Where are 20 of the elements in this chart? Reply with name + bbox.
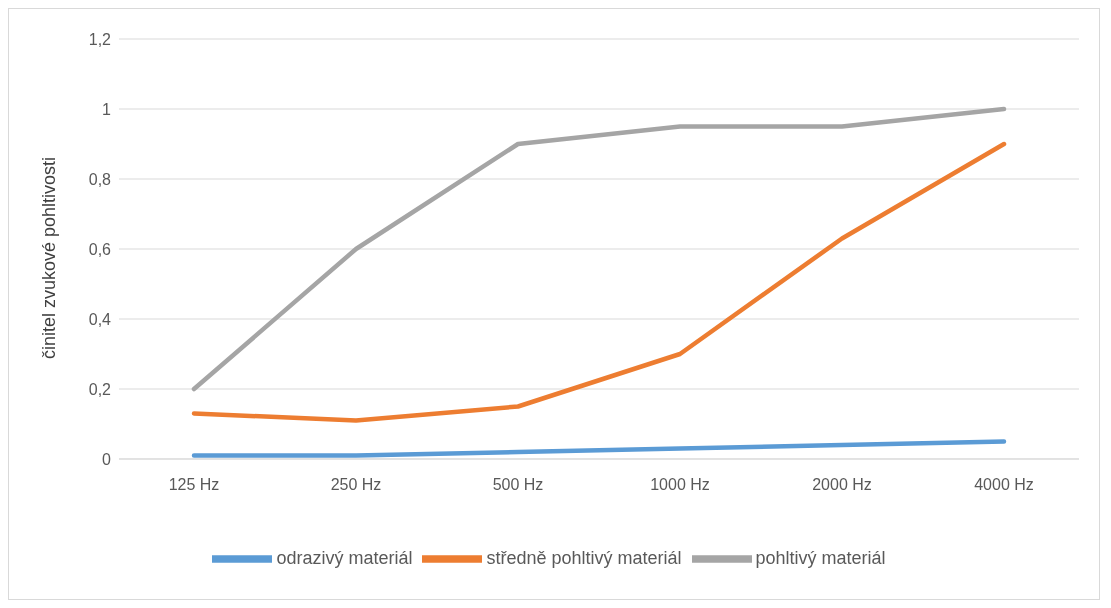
x-tick-label: 1000 Hz [650, 476, 710, 494]
x-tick-label: 500 Hz [492, 476, 544, 494]
x-tick-label: 2000 Hz [812, 476, 872, 494]
line-series [191, 106, 1007, 392]
line-series [191, 141, 1007, 423]
x-tick-label: 250 Hz [330, 476, 382, 494]
y-tick-label: 0 [102, 450, 112, 468]
y-tick-label: 0,6 [88, 240, 112, 258]
y-tick-label: 0,8 [88, 170, 112, 188]
legend-label: pohltivý materiál [755, 547, 886, 568]
y-tick-label: 1,2 [88, 30, 112, 48]
x-tick-label: 4000 Hz [974, 476, 1034, 494]
y-tick-label: 1 [102, 100, 112, 118]
x-tick-label: 125 Hz [168, 476, 220, 494]
legend-label: středně pohltivý materiál [486, 547, 682, 568]
y-tick-label: 0,2 [88, 380, 112, 398]
legend-label: odrazivý materiál [276, 547, 413, 568]
y-axis-title: činitel zvukové pohltivosti [39, 156, 60, 359]
y-tick-label: 0,4 [88, 310, 112, 328]
line-series [191, 439, 1007, 458]
